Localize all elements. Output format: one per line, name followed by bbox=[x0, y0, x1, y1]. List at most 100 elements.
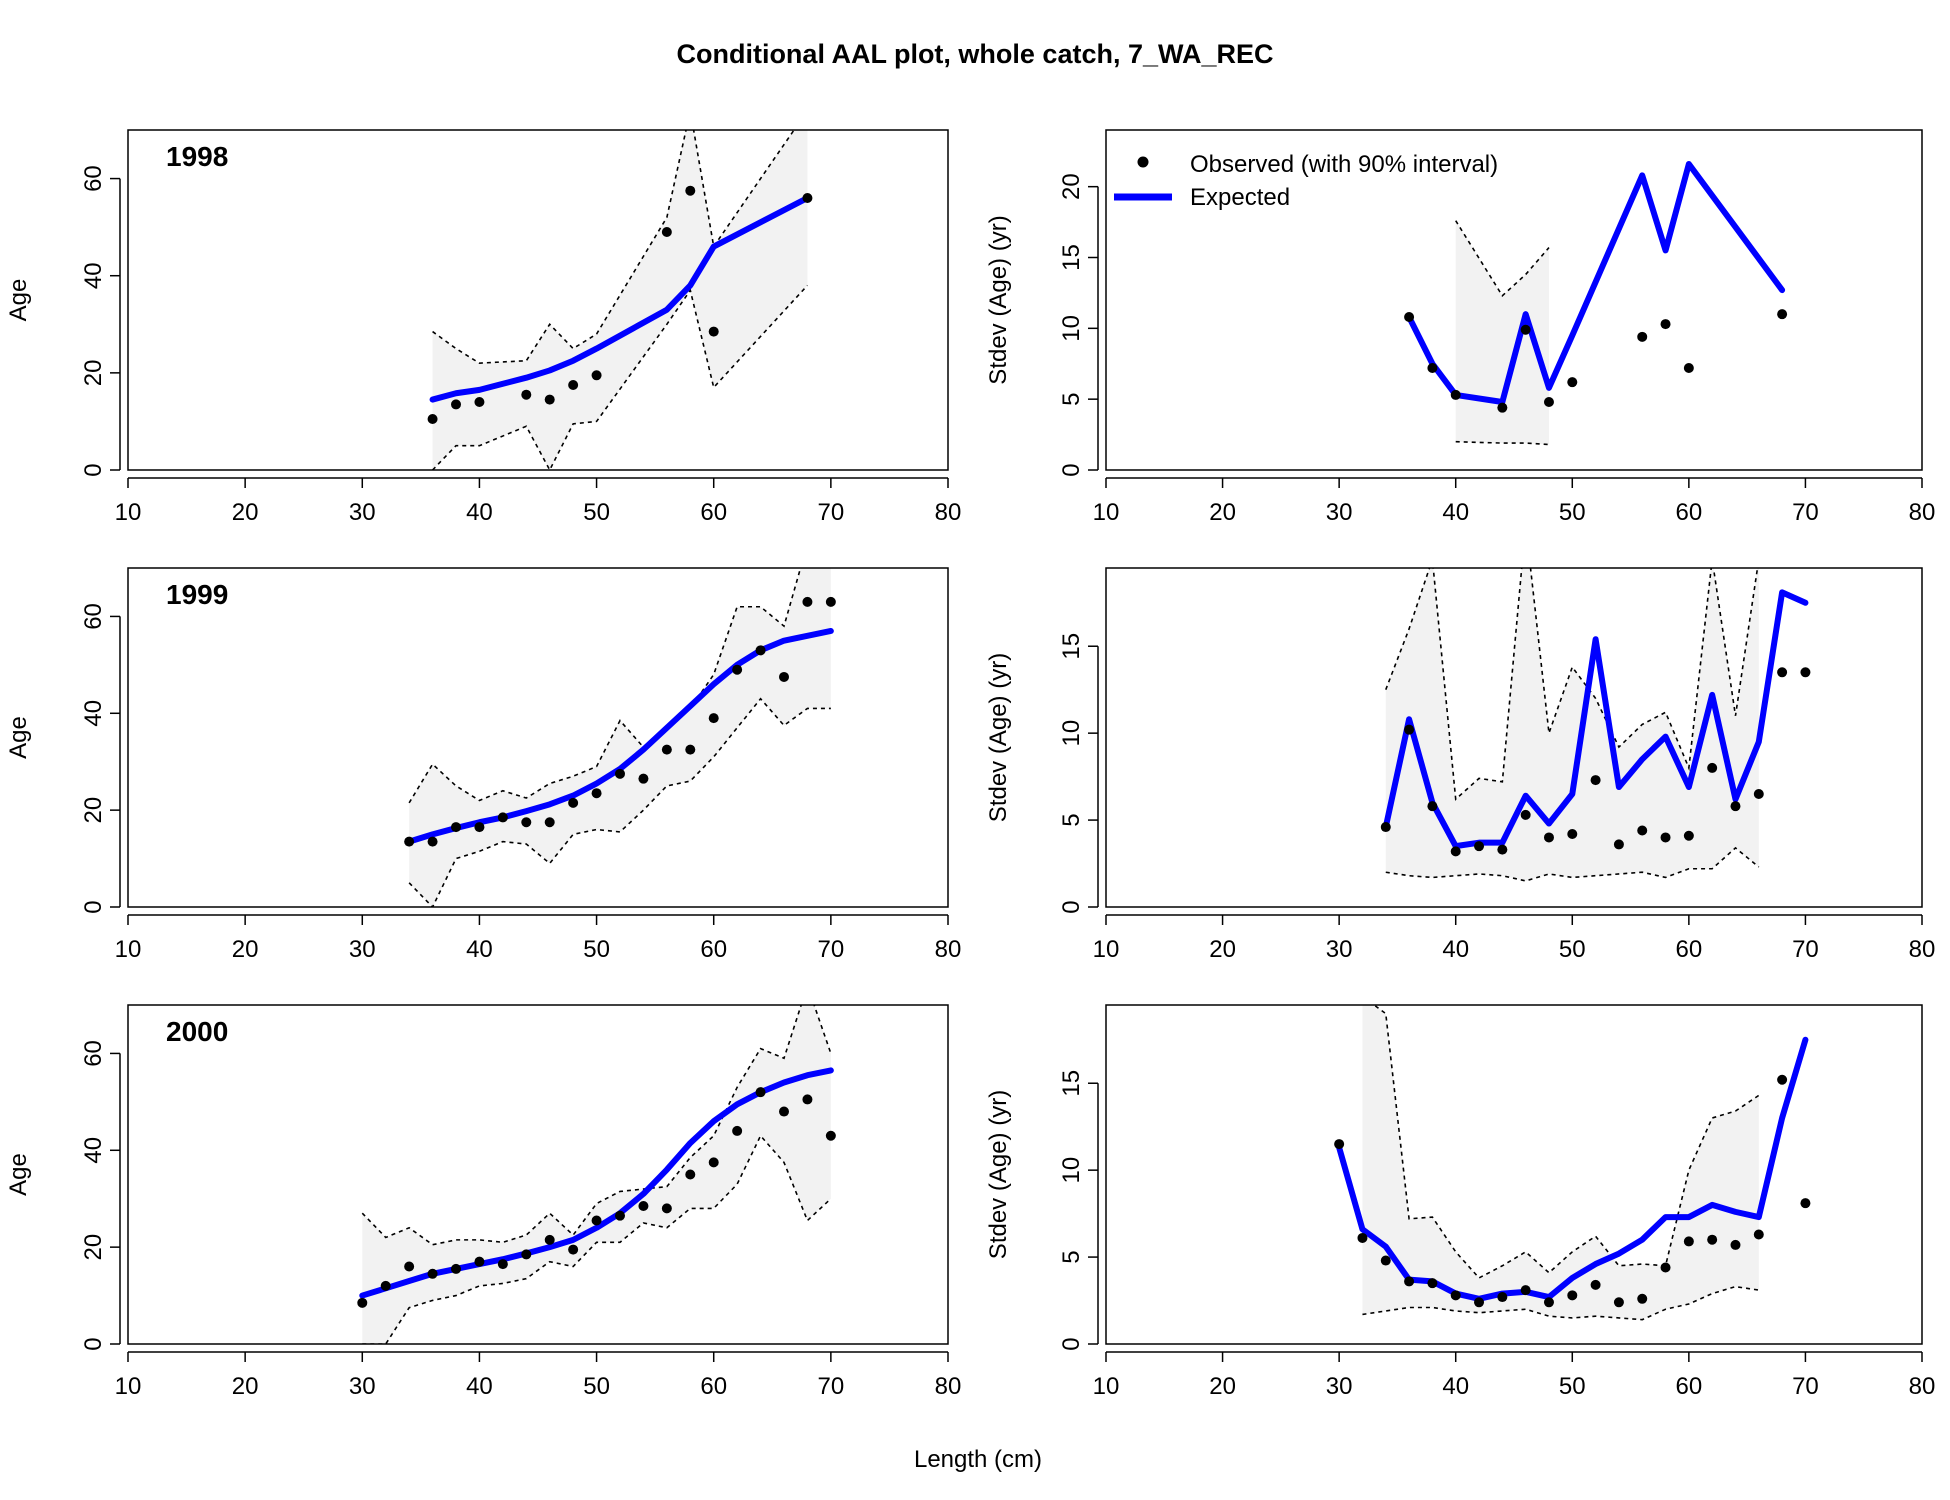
y-tick-label: 0 bbox=[80, 1337, 107, 1350]
panel-age-1999: 10 20 30 40 50 60 70 800204060Age1999 bbox=[5, 544, 961, 963]
y-tick-label: 15 bbox=[1058, 244, 1085, 271]
observed-point bbox=[1567, 1290, 1577, 1300]
y-tick-label: 20 bbox=[80, 1234, 107, 1261]
observed-point bbox=[826, 597, 836, 607]
observed-point bbox=[802, 193, 812, 203]
observed-point bbox=[1800, 1198, 1810, 1208]
y-tick-label: 60 bbox=[80, 165, 107, 192]
observed-point bbox=[1497, 1292, 1507, 1302]
observed-point bbox=[1474, 841, 1484, 851]
interval-band bbox=[362, 986, 831, 1344]
x-tick-label: 40 bbox=[466, 1373, 493, 1400]
observed-point bbox=[1591, 775, 1601, 785]
observed-point bbox=[1754, 789, 1764, 799]
panel-plot-area bbox=[1404, 164, 1787, 445]
y-tick-label: 40 bbox=[80, 700, 107, 727]
observed-point bbox=[1521, 1285, 1531, 1295]
x-tick-label: 80 bbox=[935, 1373, 962, 1400]
y-tick-label: 20 bbox=[1058, 173, 1085, 200]
x-tick-label: 10 bbox=[1093, 1373, 1120, 1400]
observed-point bbox=[521, 390, 531, 400]
y-axis-label: Stdev (Age) (yr) bbox=[985, 215, 1012, 384]
observed-point bbox=[638, 774, 648, 784]
x-tick-label: 80 bbox=[1909, 499, 1936, 526]
x-tick-label: 80 bbox=[935, 936, 962, 963]
y-axis: 0204060 bbox=[80, 165, 120, 476]
x-tick-label: 50 bbox=[1559, 1373, 1586, 1400]
legend: Observed (with 90% interval) Expected bbox=[1114, 151, 1498, 211]
observed-point bbox=[1381, 822, 1391, 832]
y-tick-label: 15 bbox=[1058, 1070, 1085, 1097]
observed-point bbox=[1614, 839, 1624, 849]
y-tick-label: 40 bbox=[80, 262, 107, 289]
observed-point bbox=[1404, 725, 1414, 735]
observed-point bbox=[685, 186, 695, 196]
panel-age-1998: 10 20 30 40 50 60 70 80 0 20 40 60 Age 1998 bbox=[5, 111, 961, 526]
y-axis: 0 5 10 15 20 bbox=[1058, 173, 1098, 476]
observed-point bbox=[615, 1211, 625, 1221]
x-tick-label: 70 bbox=[1792, 936, 1819, 963]
observed-point bbox=[357, 1298, 367, 1308]
observed-point bbox=[685, 745, 695, 755]
y-tick-label: 0 bbox=[80, 463, 107, 476]
observed-point bbox=[1567, 829, 1577, 839]
interval-band bbox=[409, 544, 831, 907]
observed-point bbox=[1357, 1233, 1367, 1243]
observed-point bbox=[545, 1235, 555, 1245]
y-axis-label: Age bbox=[5, 279, 32, 322]
observed-point bbox=[662, 745, 672, 755]
y-tick-label: 60 bbox=[80, 603, 107, 630]
observed-point bbox=[662, 227, 672, 237]
x-axis-label: Length (cm) bbox=[914, 1446, 1042, 1473]
x-tick-label: 80 bbox=[1909, 1373, 1936, 1400]
observed-point bbox=[1497, 403, 1507, 413]
observed-point bbox=[568, 380, 578, 390]
y-tick-label: 40 bbox=[80, 1137, 107, 1164]
observed-point bbox=[1661, 1263, 1671, 1273]
observed-point bbox=[1684, 1236, 1694, 1246]
observed-point bbox=[1567, 377, 1577, 387]
panel-plot-area bbox=[1381, 525, 1811, 881]
observed-point bbox=[592, 370, 602, 380]
year-label: 1999 bbox=[166, 579, 228, 610]
observed-point bbox=[1591, 1280, 1601, 1290]
observed-point bbox=[1451, 1290, 1461, 1300]
observed-point bbox=[1544, 397, 1554, 407]
y-axis: 051015 bbox=[1058, 633, 1098, 914]
x-tick-label: 60 bbox=[1676, 936, 1703, 963]
observed-point bbox=[521, 817, 531, 827]
observed-point bbox=[451, 822, 461, 832]
panel-plot-area bbox=[428, 111, 813, 470]
x-axis: 10 20 30 40 50 60 70 80 bbox=[1093, 478, 1936, 526]
y-tick-label: 20 bbox=[80, 797, 107, 824]
x-tick-label: 80 bbox=[935, 499, 962, 526]
x-tick-label: 80 bbox=[1909, 936, 1936, 963]
x-tick-label: 60 bbox=[1676, 499, 1703, 526]
y-tick-label: 0 bbox=[80, 900, 107, 913]
observed-point bbox=[1544, 1297, 1554, 1307]
x-tick-label: 40 bbox=[466, 499, 493, 526]
observed-point bbox=[1427, 363, 1437, 373]
x-tick-label: 50 bbox=[1559, 499, 1586, 526]
y-tick-label: 15 bbox=[1058, 633, 1085, 660]
figure-title: Conditional AAL plot, whole catch, 7_WA_… bbox=[676, 39, 1273, 69]
observed-point bbox=[1637, 1294, 1647, 1304]
observed-point bbox=[428, 837, 438, 847]
y-axis: 0 20 40 60 bbox=[80, 1040, 120, 1351]
observed-point bbox=[1451, 390, 1461, 400]
y-tick-label: 5 bbox=[1058, 1250, 1085, 1263]
observed-point bbox=[756, 1087, 766, 1097]
y-tick-label: 60 bbox=[80, 1040, 107, 1067]
y-tick-label: 10 bbox=[1058, 315, 1085, 342]
x-tick-label: 60 bbox=[700, 936, 727, 963]
x-tick-label: 40 bbox=[466, 936, 493, 963]
x-tick-label: 10 bbox=[115, 1373, 142, 1400]
year-label: 1998 bbox=[166, 141, 228, 172]
observed-point bbox=[1730, 801, 1740, 811]
observed-point bbox=[1381, 1256, 1391, 1266]
observed-point bbox=[474, 1257, 484, 1267]
panel-stdev-1998: 10 20 30 40 50 60 70 80 0 5 10 15 20 Stdev (Age) (yr) bbox=[985, 130, 1935, 526]
observed-point bbox=[474, 397, 484, 407]
